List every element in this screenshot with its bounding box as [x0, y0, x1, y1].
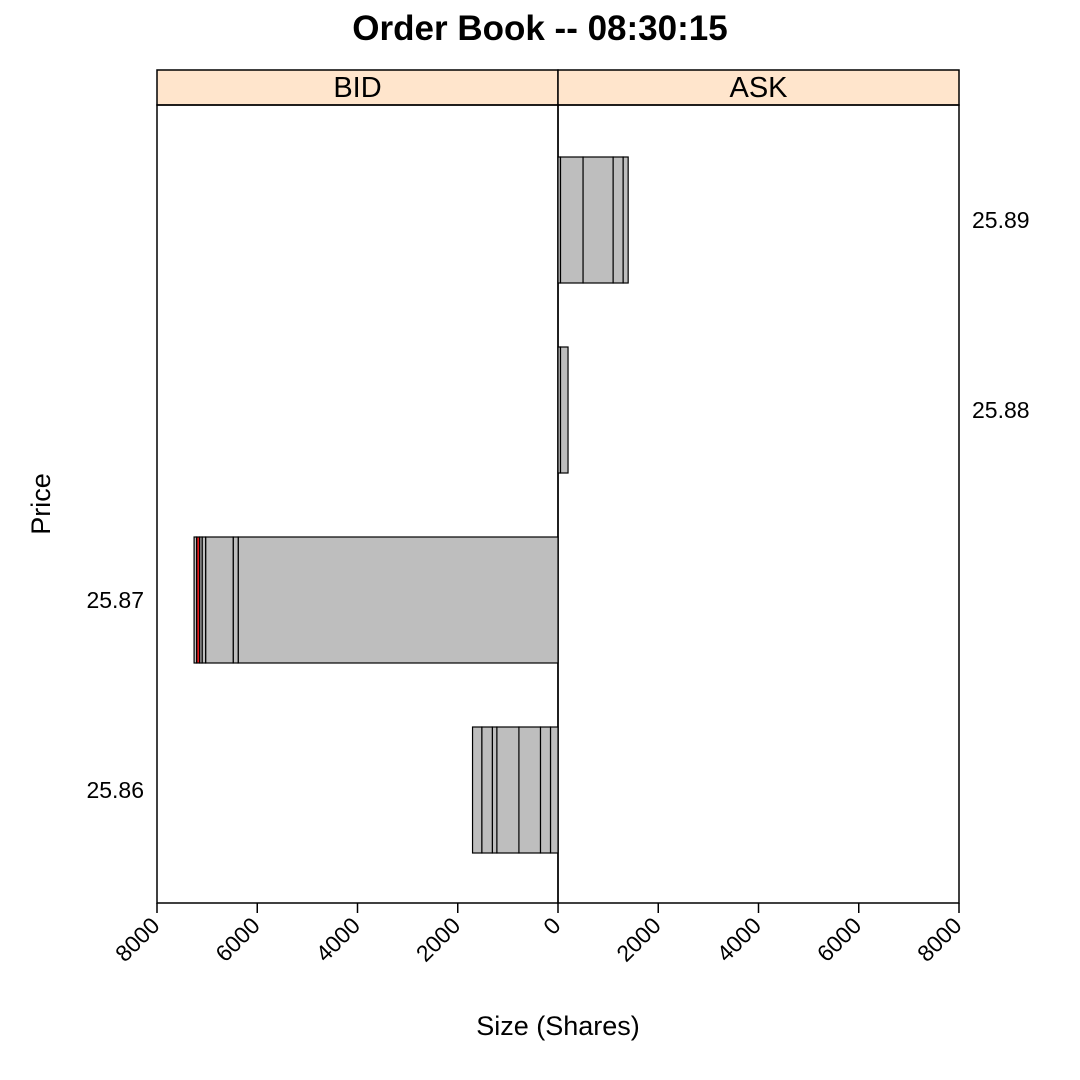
price-label-25-89: 25.89 [972, 207, 1030, 233]
x-tick-label-4: 0 [538, 912, 565, 939]
strip-bid [156, 69, 559, 106]
y-axis-labels: 25.86 25.87 25.88 25.89 [86, 207, 1029, 803]
y-axis-title: Price [26, 473, 56, 535]
order-bar-bid-25-87-1 [232, 536, 239, 664]
order-bar-bid-25-86-1 [539, 726, 552, 854]
x-tick-label-0: 8000 [110, 912, 165, 967]
order-bar-bid-25-87-2 [205, 536, 234, 664]
price-label-25-86: 25.86 [86, 777, 144, 803]
order-bar-bid-25-86-4 [491, 726, 498, 854]
order-bar-ask-25-89-1 [559, 156, 584, 284]
order-bar-bid-25-86-0 [549, 726, 559, 854]
order-bar-bid-25-87-0 [237, 536, 559, 664]
x-tick-label-1: 6000 [210, 912, 265, 967]
order-bar-ask-25-89-3 [612, 156, 624, 284]
strip-ask [557, 69, 960, 106]
order-bar-ask-25-89-4 [622, 156, 629, 284]
order-bar-bid-25-86-3 [496, 726, 520, 854]
x-tick-label-5: 2000 [611, 912, 666, 967]
chart-title: Order Book -- 08:30:15 [352, 9, 727, 48]
strip-label-ask: ASK [729, 72, 788, 104]
order-bar-bid-25-87-6 [193, 536, 198, 664]
x-axis-title: Size (Shares) [476, 1011, 640, 1041]
x-tick-label-3: 2000 [411, 912, 466, 967]
x-tick-label-7: 6000 [812, 912, 867, 967]
price-label-25-87: 25.87 [86, 587, 144, 613]
order-bar-ask-25-88-1 [559, 346, 569, 474]
x-axis-ticks: 8000 6000 4000 2000 0 2000 4000 6000 8000 [110, 903, 967, 967]
x-tick-label-2: 4000 [310, 912, 365, 967]
x-tick-label-8: 8000 [912, 912, 967, 967]
x-tick-label-6: 4000 [711, 912, 766, 967]
order-bar-bid-25-86-2 [518, 726, 542, 854]
price-label-25-88: 25.88 [972, 397, 1030, 423]
strip-label-bid: BID [333, 72, 381, 104]
bars-layer [193, 156, 629, 854]
order-bar-bid-25-86-5 [481, 726, 493, 854]
order-bar-bid-25-86-6 [471, 726, 483, 854]
order-bar-ask-25-89-2 [582, 156, 614, 284]
